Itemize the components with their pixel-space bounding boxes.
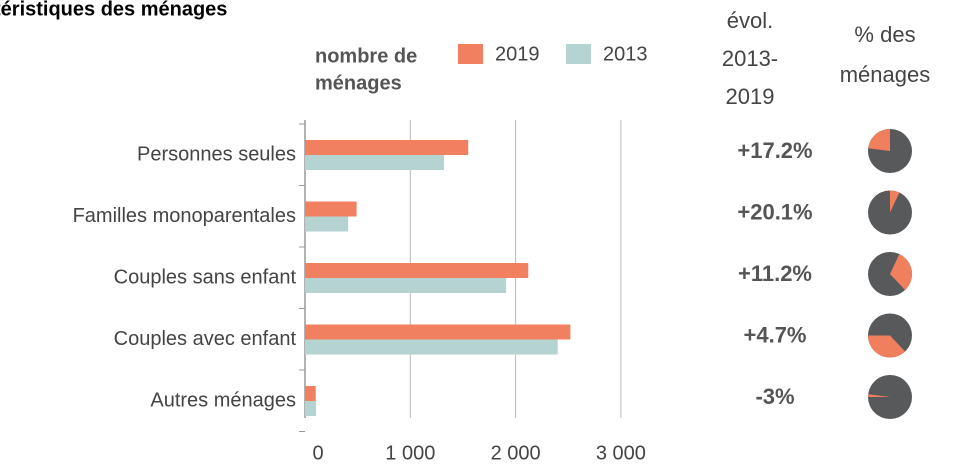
y-tick-label: Couples avec enfant	[114, 328, 297, 350]
column-header: 2019	[726, 84, 775, 109]
chart-title: téristiques des ménages	[0, 0, 227, 20]
column-header: 2013-	[722, 46, 778, 71]
pie-slice	[868, 129, 890, 151]
y-tick-label: Couples sans enfant	[114, 266, 297, 288]
change-label: +20.1%	[737, 199, 812, 224]
bar	[305, 386, 316, 401]
pie-slice	[868, 335, 906, 358]
change-label: -3%	[755, 384, 794, 409]
legend-label: 2013	[603, 43, 648, 65]
legend-swatch	[566, 44, 591, 64]
column-header: % des	[854, 22, 915, 47]
bar	[305, 216, 349, 232]
bar	[305, 263, 529, 278]
bar	[305, 201, 357, 217]
bar	[305, 155, 444, 170]
legend-title: nombre de	[315, 45, 417, 67]
change-label: +11.2%	[738, 261, 812, 286]
legend-swatch	[458, 44, 483, 64]
bar	[305, 278, 507, 293]
x-tick-label: 1 000	[385, 442, 435, 464]
change-label: +4.7%	[744, 322, 807, 347]
column-header: ménages	[840, 62, 931, 87]
y-tick-label: Personnes seules	[137, 143, 296, 165]
pie-slice	[890, 190, 900, 213]
bar	[305, 324, 571, 340]
x-tick-label: 0	[312, 442, 323, 464]
change-label: +17.2%	[737, 138, 812, 163]
bar	[305, 401, 317, 416]
bar	[305, 140, 469, 155]
x-tick-label: 2 000	[491, 442, 541, 464]
bar	[305, 339, 558, 355]
legend-title: ménages	[315, 72, 402, 94]
y-tick-label: Autres ménages	[150, 389, 296, 411]
column-header: évol.	[727, 8, 773, 33]
pie-slice	[890, 254, 913, 291]
legend-label: 2019	[495, 43, 540, 65]
x-tick-label: 3 000	[596, 442, 646, 464]
y-tick-label: Familles monoparentales	[73, 205, 296, 227]
pie-slice	[868, 394, 890, 397]
